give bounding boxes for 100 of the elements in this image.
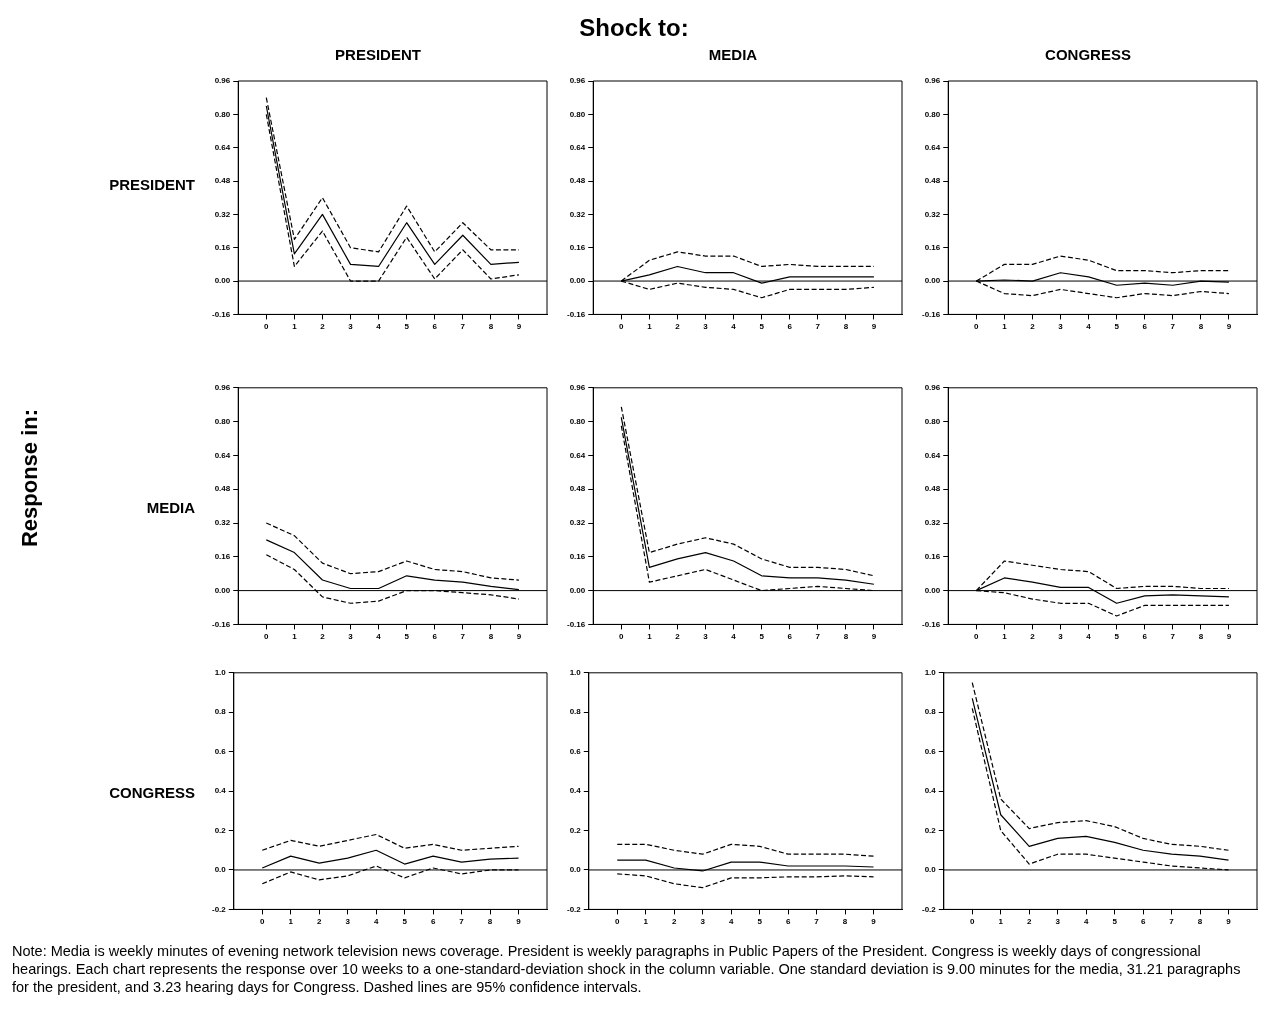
x-tick-label: 1 xyxy=(647,632,653,642)
y-tick-label: 0.64 xyxy=(214,142,231,152)
y-tick-label: 0.00 xyxy=(214,585,231,595)
y-tick-label: 0.4 xyxy=(924,786,937,796)
x-tick-label: 0 xyxy=(974,632,980,642)
y-tick-label: 0.80 xyxy=(214,109,231,119)
y-tick-label: 0.96 xyxy=(569,76,586,86)
x-tick-label: 4 xyxy=(731,632,737,642)
x-tick-label: 6 xyxy=(1140,917,1146,927)
y-tick-label: 0.16 xyxy=(924,242,941,252)
y-tick-label: 0.64 xyxy=(214,450,231,460)
y-tick-label: 0.8 xyxy=(569,707,582,717)
x-tick-label: 2 xyxy=(1026,917,1032,927)
x-tick-label: 3 xyxy=(1058,322,1064,332)
x-tick-label: 0 xyxy=(615,917,621,927)
y-tick-label: 0.8 xyxy=(214,707,227,717)
chart-title: PRESIDENT xyxy=(335,46,421,64)
y-tick-label: 0.16 xyxy=(924,552,941,561)
x-tick-label: 6 xyxy=(1142,632,1148,642)
y-tick-label: 0.00 xyxy=(569,276,586,286)
x-tick-label: 4 xyxy=(731,322,737,332)
x-tick-label: 3 xyxy=(1055,917,1061,927)
y-tick-label: -0.16 xyxy=(567,309,586,319)
x-tick-label: 6 xyxy=(430,917,436,927)
y-tick-label: 0.0 xyxy=(214,865,227,875)
x-tick-label: 9 xyxy=(871,917,877,927)
x-tick-label: 1 xyxy=(1002,322,1008,332)
x-tick-label: 9 xyxy=(516,632,522,642)
y-tick-label: -0.2 xyxy=(566,904,582,914)
y-tick-label: 0.16 xyxy=(214,552,231,561)
y-tick-label: 0.0 xyxy=(569,865,582,875)
x-tick-label: 6 xyxy=(1142,322,1148,332)
x-tick-label: 6 xyxy=(432,632,438,642)
x-tick-label: 1 xyxy=(1002,632,1008,642)
y-tick-label: 0.6 xyxy=(214,746,227,756)
x-tick-label: 7 xyxy=(459,917,465,927)
x-tick-label: 8 xyxy=(1198,322,1204,332)
text: Note: Media is weekly minutes of evening network television news coverage. President is weekly paragraphs in Public Papers of the President. Congress is weekly days of congressional hearings. Each chart represents the response over 10 weeks to a one-standard-deviation shock in the column variable. One standard deviation is 9.00 minutes for the media, 31.21 paragraphs for the president, and 3.23 hearing days for Congress. Dashed lines are 95% confidence intervals. xyxy=(12,942,1242,996)
y-tick-label: 0.16 xyxy=(569,242,586,252)
x-tick-label: 5 xyxy=(759,632,765,642)
x-tick-label: 6 xyxy=(787,322,793,332)
x-tick-label: 1 xyxy=(288,917,294,927)
x-tick-label: 7 xyxy=(1170,322,1176,332)
y-axis-title: PRESIDENT xyxy=(108,175,195,193)
x-tick-label: 9 xyxy=(871,322,877,332)
y-tick-label: 0.4 xyxy=(214,786,227,796)
x-tick-label: 0 xyxy=(619,632,625,642)
x-tick-label: 8 xyxy=(487,917,493,927)
y-tick-label: 0.48 xyxy=(569,176,586,186)
y-tick-label: 0.64 xyxy=(569,450,586,460)
x-tick-label: 0 xyxy=(619,322,625,332)
x-tick-label: 5 xyxy=(1114,322,1120,332)
x-tick-label: 7 xyxy=(1169,917,1175,927)
x-tick-label: 1 xyxy=(292,632,298,642)
y-tick-label: 0.64 xyxy=(569,142,586,152)
x-tick-label: 1 xyxy=(998,917,1004,927)
y-tick-label: 0.32 xyxy=(569,518,586,528)
x-tick-label: 4 xyxy=(728,917,734,927)
y-tick-label: 0.2 xyxy=(214,825,227,835)
x-tick-label: 7 xyxy=(815,322,821,332)
x-tick-label: 4 xyxy=(1086,322,1092,332)
y-tick-label: -0.2 xyxy=(921,904,937,914)
x-tick-label: 8 xyxy=(842,917,848,927)
x-tick-label: 5 xyxy=(759,322,765,332)
x-tick-label: 7 xyxy=(815,632,821,642)
y-tick-label: 0.96 xyxy=(924,383,941,392)
x-tick-label: 6 xyxy=(785,917,791,927)
y-tick-label: 0.0 xyxy=(924,865,937,875)
x-tick-label: 4 xyxy=(1086,632,1092,642)
x-tick-label: 2 xyxy=(1030,632,1036,642)
y-tick-label: 1.0 xyxy=(924,668,937,677)
y-tick-label: 0.6 xyxy=(569,746,582,756)
x-tick-label: 2 xyxy=(1030,322,1036,332)
y-tick-label: 0.00 xyxy=(569,585,586,595)
y-tick-label: 0.32 xyxy=(214,518,231,528)
y-tick-label: 0.8 xyxy=(924,707,937,717)
x-tick-label: 5 xyxy=(404,322,410,332)
x-tick-label: 8 xyxy=(843,322,849,332)
x-tick-label: 7 xyxy=(460,632,466,642)
y-axis-title: MEDIA xyxy=(146,499,195,517)
x-tick-label: 8 xyxy=(488,632,494,642)
x-tick-label: 8 xyxy=(1198,632,1204,642)
x-tick-label: 9 xyxy=(871,632,877,642)
x-tick-label: 1 xyxy=(643,917,649,927)
y-tick-label: 1.0 xyxy=(569,668,582,677)
x-tick-label: 5 xyxy=(1112,917,1118,927)
y-tick-label: -0.16 xyxy=(567,619,586,629)
y-tick-label: 0.16 xyxy=(214,242,231,252)
chart-title: CONGRESS xyxy=(1045,46,1131,64)
x-tick-label: 0 xyxy=(974,322,980,332)
x-tick-label: 3 xyxy=(703,632,709,642)
y-tick-label: 0.96 xyxy=(214,76,231,86)
y-tick-label: 0.80 xyxy=(569,109,586,119)
y-tick-label: 0.96 xyxy=(924,76,941,86)
text: Shock to: xyxy=(578,14,690,42)
x-tick-label: 7 xyxy=(460,322,466,332)
x-tick-label: 2 xyxy=(675,632,681,642)
x-tick-label: 3 xyxy=(348,322,354,332)
x-tick-label: 3 xyxy=(348,632,354,642)
x-tick-label: 7 xyxy=(1170,632,1176,642)
